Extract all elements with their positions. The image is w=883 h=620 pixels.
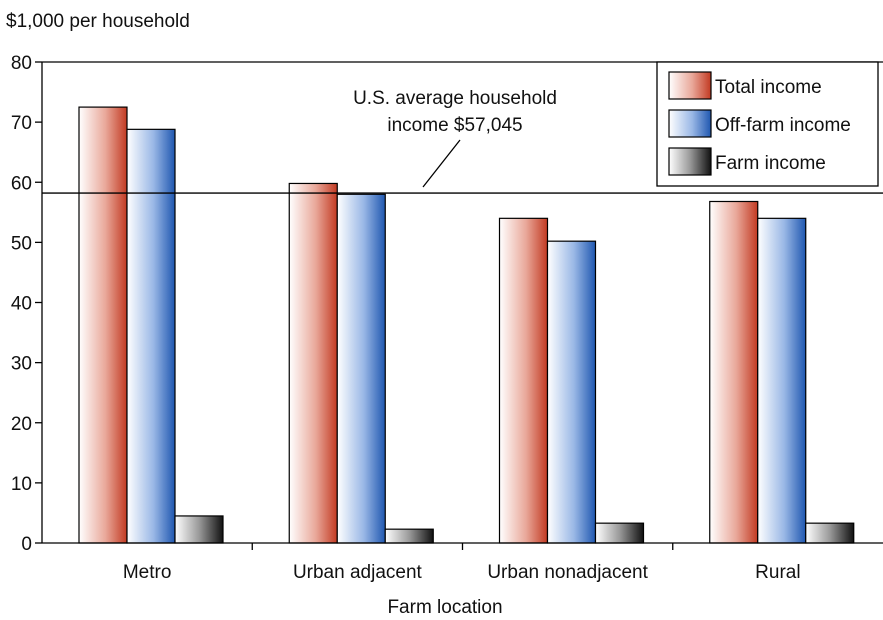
y-tick-label: 0 bbox=[21, 534, 32, 555]
bar bbox=[174, 515, 224, 544]
legend-swatch bbox=[668, 109, 712, 138]
y-tick-label: 10 bbox=[11, 474, 32, 495]
bar bbox=[126, 128, 176, 544]
legend-swatch bbox=[668, 71, 712, 100]
legend-label: Total income bbox=[715, 77, 822, 98]
x-axis-title: Farm location bbox=[387, 597, 502, 618]
bar bbox=[805, 522, 855, 544]
bar bbox=[288, 182, 338, 544]
y-tick-label: 20 bbox=[11, 414, 32, 435]
x-tick-label: Rural bbox=[755, 562, 800, 583]
legend-swatch bbox=[668, 147, 712, 176]
x-tick-label: Urban nonadjacent bbox=[487, 562, 648, 583]
y-tick-label: 60 bbox=[11, 173, 32, 194]
reference-annotation-line1: U.S. average household bbox=[353, 88, 557, 109]
bar bbox=[546, 240, 597, 544]
bars bbox=[78, 106, 855, 544]
y-tick-label: 40 bbox=[11, 294, 32, 315]
bar bbox=[757, 217, 807, 544]
y-tick-label: 50 bbox=[11, 233, 32, 254]
y-axis: 0 10 20 30 40 50 60 70 80 bbox=[11, 53, 883, 555]
y-tick-label: 70 bbox=[11, 113, 32, 134]
legend-label: Farm income bbox=[715, 153, 826, 174]
reference-annotation-line2: income $57,045 bbox=[387, 115, 522, 136]
y-axis-title: $1,000 per household bbox=[6, 11, 190, 32]
x-tick-label: Metro bbox=[123, 562, 172, 583]
x-tick-label: Urban adjacent bbox=[293, 562, 423, 583]
legend: Total income Off-farm income Farm income bbox=[656, 61, 879, 187]
y-tick-label: 30 bbox=[11, 354, 32, 375]
x-axis: Metro Urban adjacent Urban nonadjacent Rura… bbox=[42, 542, 883, 583]
bar bbox=[498, 217, 549, 544]
reference-annotation-leader bbox=[422, 139, 461, 188]
bar bbox=[709, 200, 759, 544]
y-tick-label: 80 bbox=[11, 53, 32, 74]
bar bbox=[384, 528, 434, 544]
bar bbox=[78, 106, 128, 544]
bar bbox=[594, 522, 645, 544]
legend-label: Off-farm income bbox=[715, 115, 851, 136]
bar bbox=[336, 193, 386, 544]
